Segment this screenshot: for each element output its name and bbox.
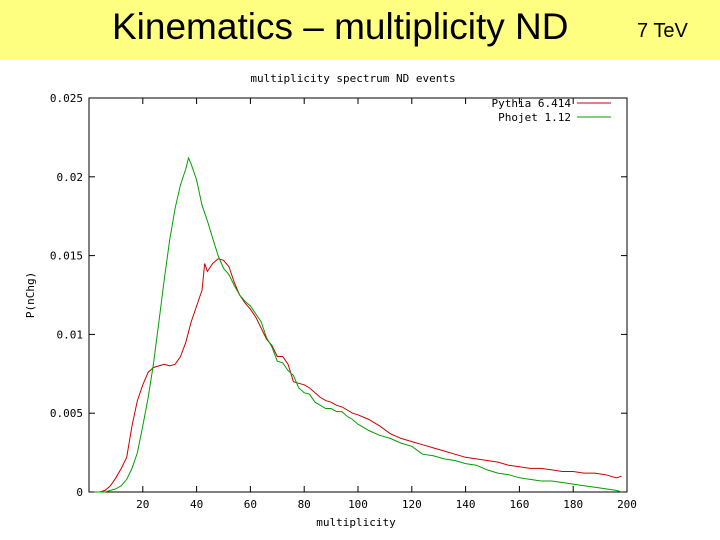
series-layer	[94, 156, 622, 493]
y-tick-label: 0.025	[50, 92, 83, 105]
chart-title: multiplicity spectrum ND events	[250, 72, 455, 85]
y-tick-label: 0.005	[50, 407, 83, 420]
x-tick-label: 200	[617, 498, 637, 511]
x-tick-label: 120	[402, 498, 422, 511]
x-tick-label: 180	[563, 498, 583, 511]
x-tick-label: 160	[509, 498, 529, 511]
series-line-pythia	[94, 258, 622, 493]
y-tick-label: 0	[76, 486, 83, 499]
x-tick-label: 80	[298, 498, 311, 511]
series-line-phojet	[94, 156, 622, 493]
x-axis-label: multiplicity	[316, 516, 396, 529]
y-tick-label: 0.01	[57, 328, 84, 341]
x-tick-label: 100	[348, 498, 368, 511]
axis-ticks: 20 40 60 80 100 120 140 160 180 200 0 0.005 0.01 0.01…	[50, 92, 637, 511]
slide-title: Kinematics – multiplicity ND	[112, 6, 569, 47]
y-tick-label: 0.02	[57, 171, 84, 184]
x-tick-label: 140	[456, 498, 476, 511]
x-tick-label: 20	[136, 498, 149, 511]
legend-label: Phojet 1.12	[498, 111, 571, 124]
energy-label: 7 TeV	[637, 20, 688, 42]
x-tick-label: 60	[244, 498, 257, 511]
x-tick-label: 40	[190, 498, 203, 511]
y-tick-label: 0.015	[50, 250, 83, 263]
plot-frame	[88, 97, 628, 493]
legend-label: Pythia 6.414	[492, 97, 572, 110]
y-axis-label: P(nChg)	[24, 272, 37, 318]
title-band	[0, 0, 720, 60]
